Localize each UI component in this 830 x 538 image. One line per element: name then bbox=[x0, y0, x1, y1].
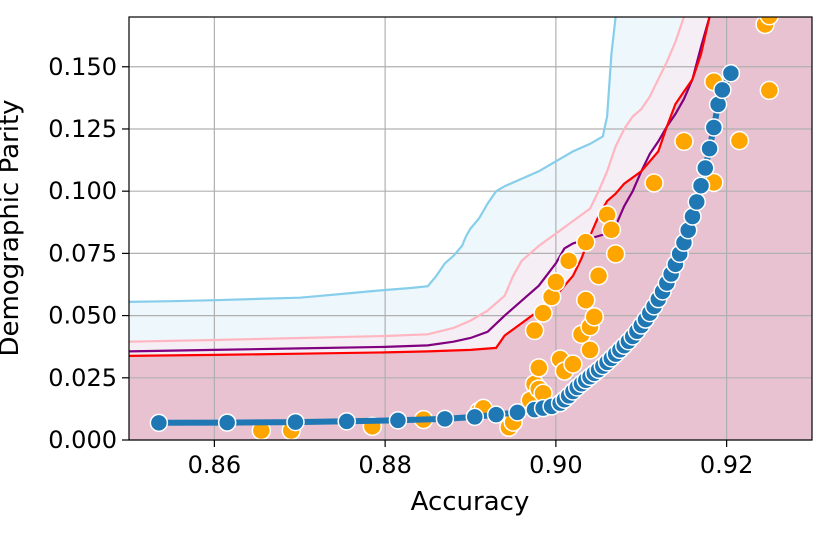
skyblue-boundary-line bbox=[129, 17, 617, 303]
orange-point bbox=[674, 131, 694, 152]
orange-point bbox=[605, 244, 626, 264]
y-tick-label: 0.000 bbox=[48, 426, 117, 454]
blue-point bbox=[286, 412, 305, 432]
x-axis-label: Accuracy bbox=[411, 487, 530, 517]
blue-point bbox=[687, 192, 706, 212]
y-axis-label: Demographic Parity bbox=[0, 99, 25, 356]
y-tick-label: 0.050 bbox=[48, 302, 117, 330]
x-tick-label: 0.92 bbox=[700, 451, 753, 479]
blue-point bbox=[700, 139, 719, 158]
blue-point bbox=[337, 412, 356, 431]
blue-point bbox=[486, 405, 506, 424]
orange-point bbox=[533, 303, 553, 323]
y-tick-label: 0.025 bbox=[48, 364, 117, 392]
orange-point bbox=[563, 354, 583, 374]
pink-boundary-line bbox=[129, 17, 685, 343]
y-tick-label: 0.075 bbox=[48, 239, 117, 267]
y-tick-label: 0.150 bbox=[48, 53, 117, 81]
orange-point bbox=[576, 290, 596, 310]
y-tick-label: 0.125 bbox=[48, 115, 117, 143]
orange-point bbox=[601, 219, 622, 240]
blue-point bbox=[713, 80, 732, 100]
orange-point bbox=[759, 80, 780, 101]
orange-point bbox=[546, 272, 566, 292]
x-axis-ticks: 0.86 0.88 0.90 0.92 bbox=[188, 440, 753, 479]
y-axis-ticks: 0.000 0.025 0.050 0.075 0.100 0.125 0.150 bbox=[48, 53, 129, 454]
blue-point bbox=[704, 118, 724, 137]
plot-frame bbox=[128, 16, 813, 441]
blue-point bbox=[721, 63, 741, 83]
blue-series bbox=[149, 63, 741, 433]
blue-point bbox=[691, 176, 711, 195]
orange-point bbox=[644, 173, 664, 193]
blue-point bbox=[435, 409, 455, 429]
orange-point bbox=[729, 130, 750, 151]
blue-point bbox=[465, 407, 485, 427]
blue-point bbox=[508, 403, 527, 422]
orange-point bbox=[584, 307, 605, 327]
blue-point bbox=[696, 158, 715, 178]
orange-point bbox=[588, 266, 609, 286]
x-tick-label: 0.90 bbox=[529, 451, 582, 479]
blue-point bbox=[217, 413, 237, 432]
x-tick-label: 0.86 bbox=[188, 451, 241, 479]
x-tick-label: 0.88 bbox=[358, 451, 411, 479]
blue-point bbox=[388, 411, 408, 430]
y-tick-label: 0.100 bbox=[48, 177, 117, 205]
orange-point bbox=[558, 251, 579, 271]
orange-point bbox=[759, 17, 779, 26]
orange-point bbox=[576, 232, 596, 252]
blue-point bbox=[149, 413, 169, 433]
orange-point bbox=[524, 320, 545, 341]
orange-point bbox=[580, 340, 600, 360]
orange-point bbox=[529, 358, 549, 378]
